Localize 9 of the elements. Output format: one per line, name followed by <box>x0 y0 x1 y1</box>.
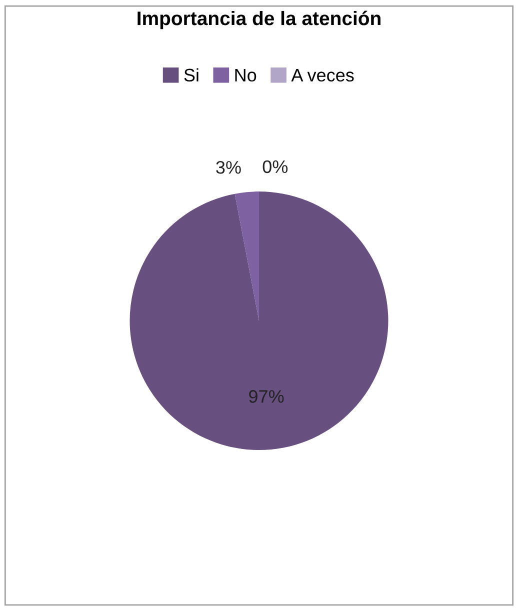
data-label: 97% <box>249 390 284 403</box>
text: 0% <box>262 160 288 174</box>
legend-label: No <box>235 68 256 82</box>
legend-label: A veces <box>291 68 354 82</box>
pie-slice <box>130 192 388 450</box>
data-label: 3% <box>216 161 241 174</box>
pie-slice <box>234 192 259 321</box>
legend-label: Si <box>184 68 198 82</box>
chart-title: Importancia de la atención <box>138 10 380 30</box>
